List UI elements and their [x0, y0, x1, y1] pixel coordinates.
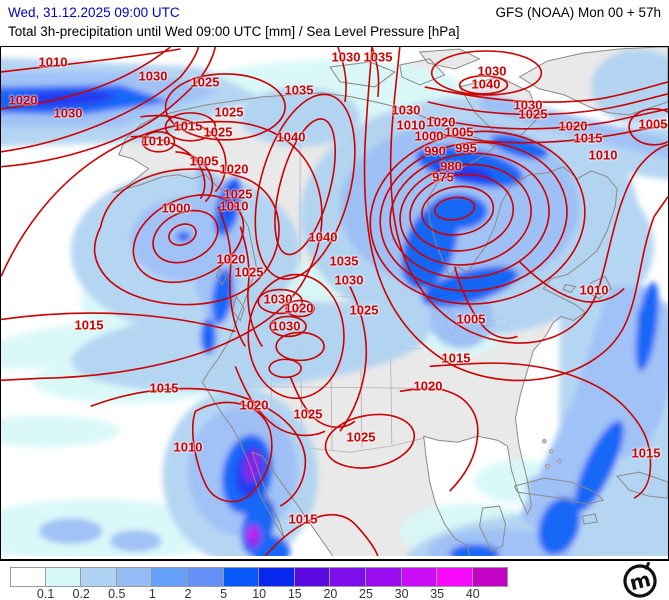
legend-color-box [10, 567, 46, 587]
legend-value-label: 15 [287, 587, 302, 600]
legend-color-box [116, 567, 153, 587]
legend-value-label: 0.2 [72, 587, 90, 600]
legend-color-box [188, 567, 224, 587]
legend-value-label: 20 [323, 587, 338, 600]
weather-map: 1010 1020 1030 1030 1025 1025 1015 1025 1010 1005… [0, 46, 669, 561]
logo-icon: m [623, 561, 657, 598]
map-canvas [1, 47, 668, 556]
precipitation-layer [1, 49, 668, 556]
valid-datetime-label: Wed, 31.12.2025 09:00 UTC [8, 5, 180, 20]
coastline-layer [112, 47, 668, 556]
legend-color-box [330, 567, 366, 587]
legend-value-label: 0.1 [36, 587, 55, 600]
legend-color-box [401, 567, 438, 587]
bahamas-islands [542, 438, 562, 469]
isobar-layer [1, 47, 668, 556]
legend-value-label: 2 [184, 587, 192, 600]
legend-color-box [223, 567, 260, 587]
legend-color-box [294, 567, 331, 587]
legend-value-label: 1 [148, 587, 156, 600]
legend-value-label: 25 [359, 587, 373, 600]
legend-value-label: 30 [394, 587, 409, 600]
legend-value-label: 35 [430, 587, 445, 600]
legend-value-label: 40 [465, 587, 480, 600]
model-run-label: GFS (NOAA) Mon 00 + 57h [495, 5, 661, 20]
legend-color-box [45, 567, 82, 587]
legend-color-box [81, 567, 117, 587]
parameter-subtitle: Total 3h-precipitation until Wed 09:00 U… [8, 24, 460, 39]
legend-value-label: 0.5 [108, 587, 126, 600]
legend-color-box [437, 567, 473, 587]
legend-value-label: 5 [220, 587, 228, 600]
map-header: Wed, 31.12.2025 09:00 UTC GFS (NOAA) Mon… [0, 0, 669, 46]
legend-value-label: 10 [252, 587, 267, 600]
legend-color-box [152, 567, 188, 587]
site-logo[interactable]: m [617, 561, 663, 600]
header-row: Wed, 31.12.2025 09:00 UTC GFS (NOAA) Mon… [8, 5, 661, 20]
legend-color-box [259, 567, 295, 587]
legend-color-box [366, 567, 402, 587]
legend-color-box [472, 567, 509, 587]
precipitation-legend: 0.1 0.2 0.5 1 2 5 10 15 20 25 30 35 40 m [0, 561, 669, 600]
